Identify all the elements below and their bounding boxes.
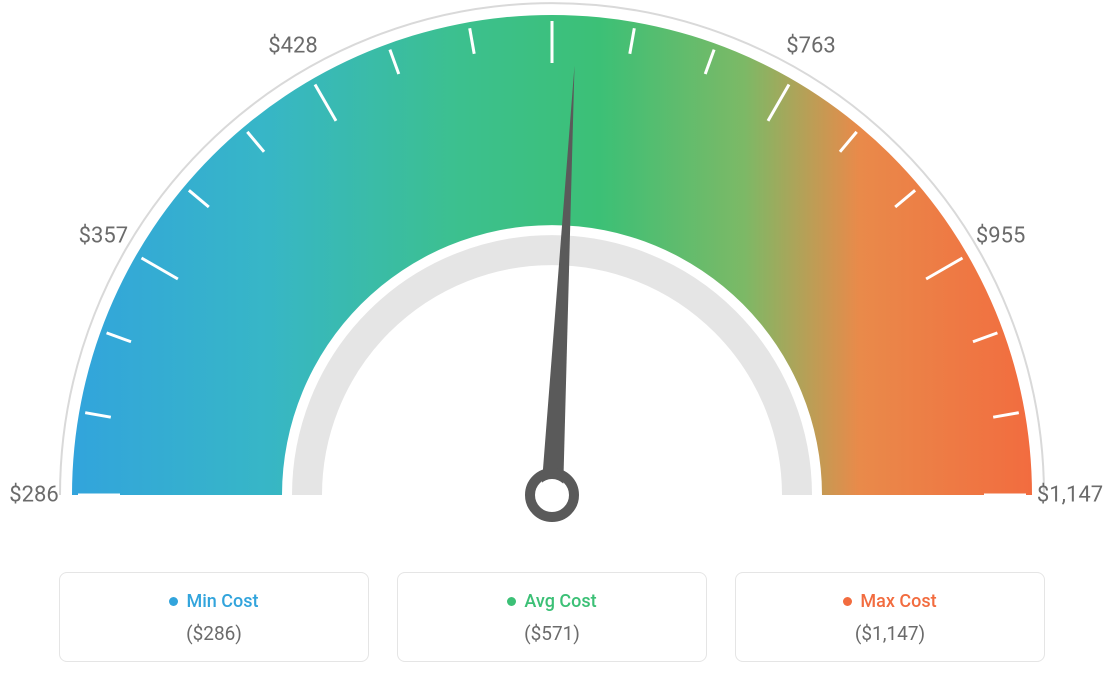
legend: Min Cost ($286) Avg Cost ($571) Max Cost… — [0, 572, 1104, 662]
legend-title-min: Min Cost — [169, 591, 258, 612]
gauge-tick-label: $286 — [9, 483, 58, 508]
legend-card-min: Min Cost ($286) — [59, 572, 369, 662]
gauge-tick-label: $428 — [268, 34, 317, 59]
legend-title-max: Max Cost — [843, 591, 936, 612]
gauge-tick-label: $955 — [976, 224, 1025, 249]
gauge-chart: $286$357$428$571$763$955$1,147 — [0, 0, 1104, 560]
legend-card-avg: Avg Cost ($571) — [397, 572, 707, 662]
legend-dot-max — [843, 597, 852, 606]
legend-title-avg: Avg Cost — [507, 591, 596, 612]
legend-card-max: Max Cost ($1,147) — [735, 572, 1045, 662]
gauge-svg — [0, 0, 1104, 560]
legend-label-avg: Avg Cost — [524, 591, 596, 612]
gauge-tick-label: $763 — [786, 34, 835, 59]
legend-dot-avg — [507, 597, 516, 606]
legend-value-max: ($1,147) — [736, 622, 1044, 645]
gauge-tick-label: $357 — [79, 224, 128, 249]
gauge-tick-label: $1,147 — [1037, 483, 1103, 508]
legend-dot-min — [169, 597, 178, 606]
legend-label-min: Min Cost — [186, 591, 258, 612]
legend-label-max: Max Cost — [860, 591, 936, 612]
legend-value-min: ($286) — [60, 622, 368, 645]
legend-value-avg: ($571) — [398, 622, 706, 645]
